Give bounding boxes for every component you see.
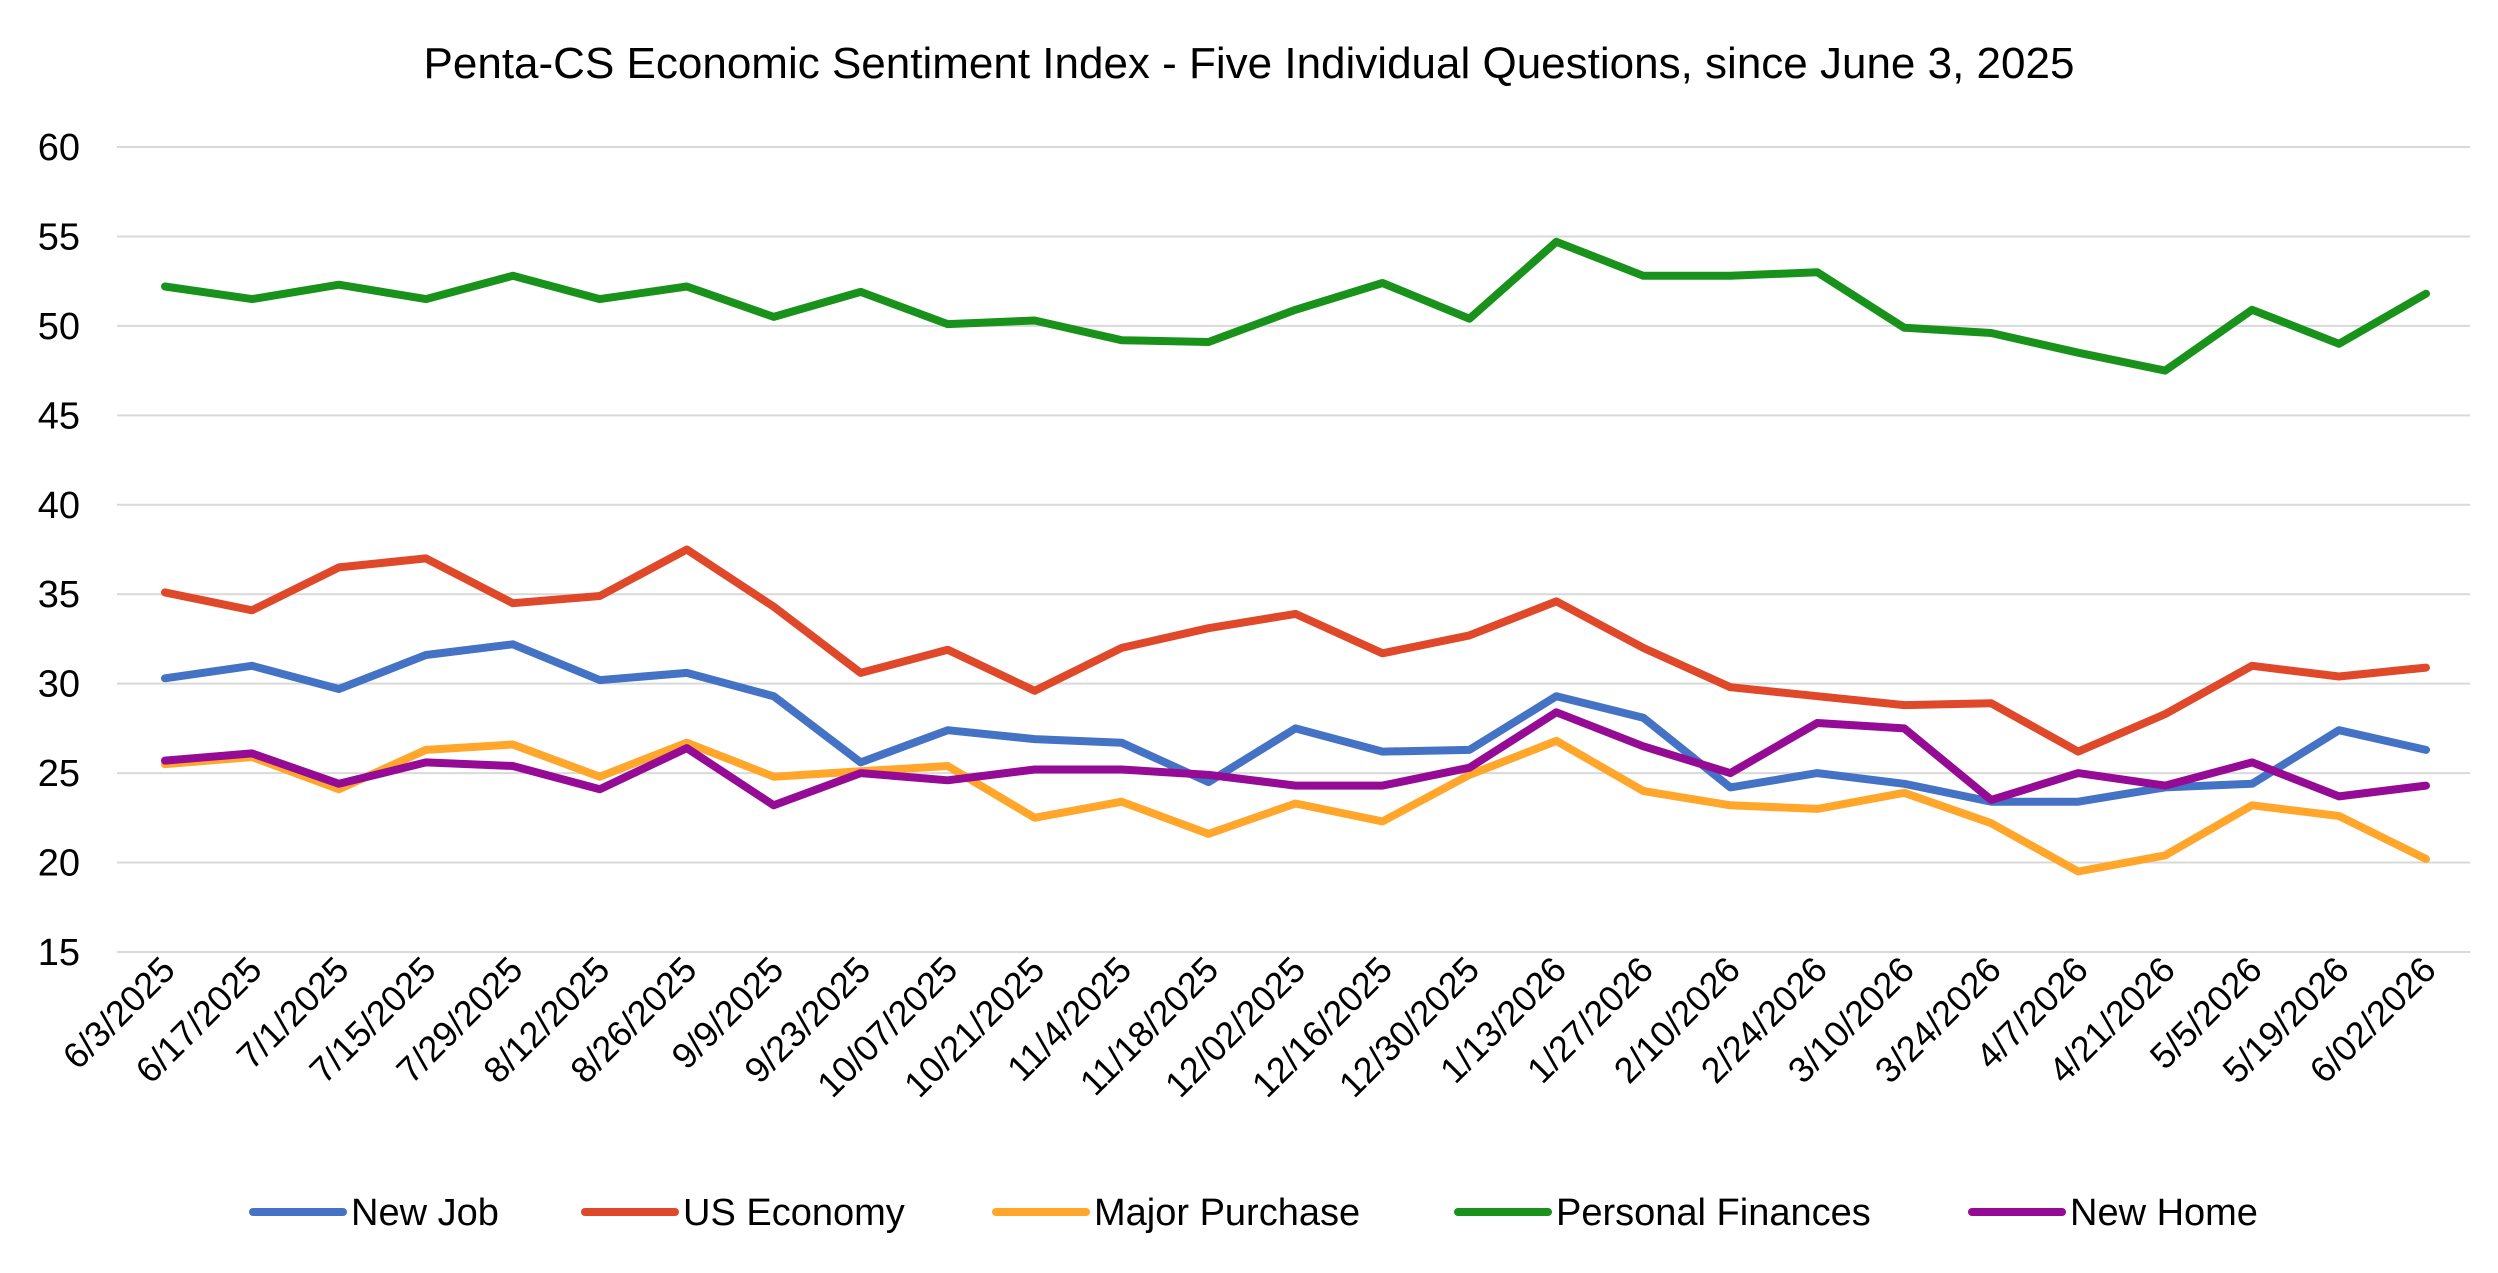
y-tick-label: 25 <box>38 753 80 795</box>
legend-label: New Job <box>351 1192 499 1234</box>
y-tick-label: 35 <box>38 574 80 616</box>
series-line-major-purchase <box>161 736 2430 876</box>
legend-item-new-job: New Job <box>249 1192 499 1234</box>
series-line-new-job <box>161 640 2430 806</box>
legend-label: New Home <box>2070 1192 2258 1234</box>
y-tick-label: 60 <box>38 127 80 169</box>
y-tick-label: 15 <box>38 932 80 974</box>
chart-title: Penta-CS Economic Sentiment Index - Five… <box>424 39 2075 88</box>
legend-item-personal-finances: Personal Finances <box>1454 1192 1871 1234</box>
legend-label: US Economy <box>683 1192 905 1234</box>
y-tick-label: 40 <box>38 485 80 527</box>
series-lines <box>161 237 2430 876</box>
y-tick-label: 20 <box>38 843 80 885</box>
legend-label: Personal Finances <box>1556 1192 1871 1234</box>
y-tick-label: 45 <box>38 395 80 437</box>
legend-item-new-home: New Home <box>1968 1192 2258 1234</box>
y-tick-label: 30 <box>38 664 80 706</box>
series-line-personal-finances <box>161 237 2430 375</box>
legend-label: Major Purchase <box>1094 1192 1360 1234</box>
legend-item-us-economy: US Economy <box>581 1192 905 1234</box>
y-axis-ticks: 15 20 25 30 35 40 45 50 55 60 <box>38 127 80 974</box>
y-tick-label: 50 <box>38 306 80 348</box>
legend-item-major-purchase: Major Purchase <box>992 1192 1360 1234</box>
y-tick-label: 55 <box>38 216 80 258</box>
series-line-us-economy <box>161 545 2430 756</box>
gridlines <box>117 146 2470 953</box>
series-line-new-home <box>161 708 2430 810</box>
x-axis-ticks: 6/3/20256/17/20257/1/20257/15/20257/29/2… <box>55 949 2444 1105</box>
legend: New Job US Economy Major Purchase Personal … <box>249 1192 2258 1234</box>
